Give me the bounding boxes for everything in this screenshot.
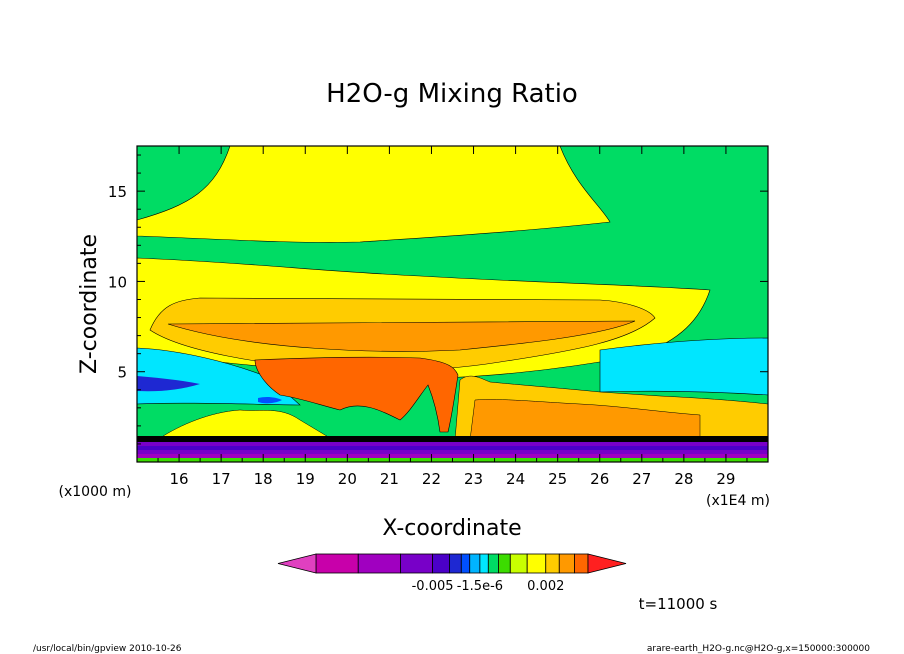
colorbar-tick-label: 0.002 <box>527 579 564 594</box>
contour-field <box>137 146 768 462</box>
x-tick-label: 29 <box>716 470 735 488</box>
colorbar-swatch <box>460 553 471 574</box>
colorbar-right-arrow <box>587 553 627 574</box>
time-label: t=11000 s <box>639 595 718 613</box>
x-tick-label: 22 <box>422 470 441 488</box>
x-tick-label: 20 <box>338 470 357 488</box>
colorbar-swatch <box>357 553 401 574</box>
colorbar-swatch <box>315 553 359 574</box>
x-tick-label: 27 <box>632 470 651 488</box>
colorbar-swatch <box>487 553 499 574</box>
colorbar-swatch <box>574 553 589 574</box>
colorbar-tick-label: -0.005 <box>412 579 454 594</box>
x-unit-label: (x1E4 m) <box>706 493 770 509</box>
colorbar-tick-label: -1.5e-6 <box>457 579 503 594</box>
y-unit-label: (x1000 m) <box>59 484 132 500</box>
x-tick-label: 23 <box>464 470 483 488</box>
colorbar-swatch <box>400 553 433 574</box>
y-tick-label: 15 <box>108 183 127 201</box>
axes: 16 17 18 19 20 21 22 23 24 25 26 27 28 29 5 10 15 <box>108 146 768 488</box>
x-tick-label: 17 <box>212 470 231 488</box>
colorbar-swatch <box>449 553 462 574</box>
colorbar-swatch <box>469 553 481 574</box>
x-tick-label: 25 <box>548 470 567 488</box>
colorbar-swatch <box>545 553 560 574</box>
colorbar-swatch <box>509 553 528 574</box>
y-axis-label: Z-coordinate <box>77 234 102 374</box>
footer-right: arare-earth_H2O-g.nc@H2O-g,x=150000:3000… <box>647 644 870 654</box>
y-tick-label: 10 <box>108 273 127 291</box>
x-tick-label: 24 <box>506 470 525 488</box>
colorbar-swatch <box>432 553 450 574</box>
footer-left: /usr/local/bin/gpview 2010-10-26 <box>33 644 182 654</box>
x-tick-label: 26 <box>590 470 609 488</box>
x-tick-label: 19 <box>296 470 315 488</box>
x-tick-label: 21 <box>380 470 399 488</box>
x-tick-label: 28 <box>674 470 693 488</box>
x-tick-label: 18 <box>254 470 273 488</box>
x-tick-label: 16 <box>170 470 189 488</box>
colorbar: -0.005 -1.5e-6 0.002 <box>277 553 627 594</box>
colorbar-swatch <box>558 553 575 574</box>
chart-title: H2O-g Mixing Ratio <box>326 79 578 109</box>
y-tick-label: 5 <box>117 364 127 382</box>
colorbar-left-arrow <box>277 553 317 574</box>
colorbar-swatch <box>526 553 547 574</box>
x-axis-label: X-coordinate <box>382 516 521 541</box>
colorbar-swatch <box>498 553 511 574</box>
colorbar-swatch <box>479 553 489 574</box>
